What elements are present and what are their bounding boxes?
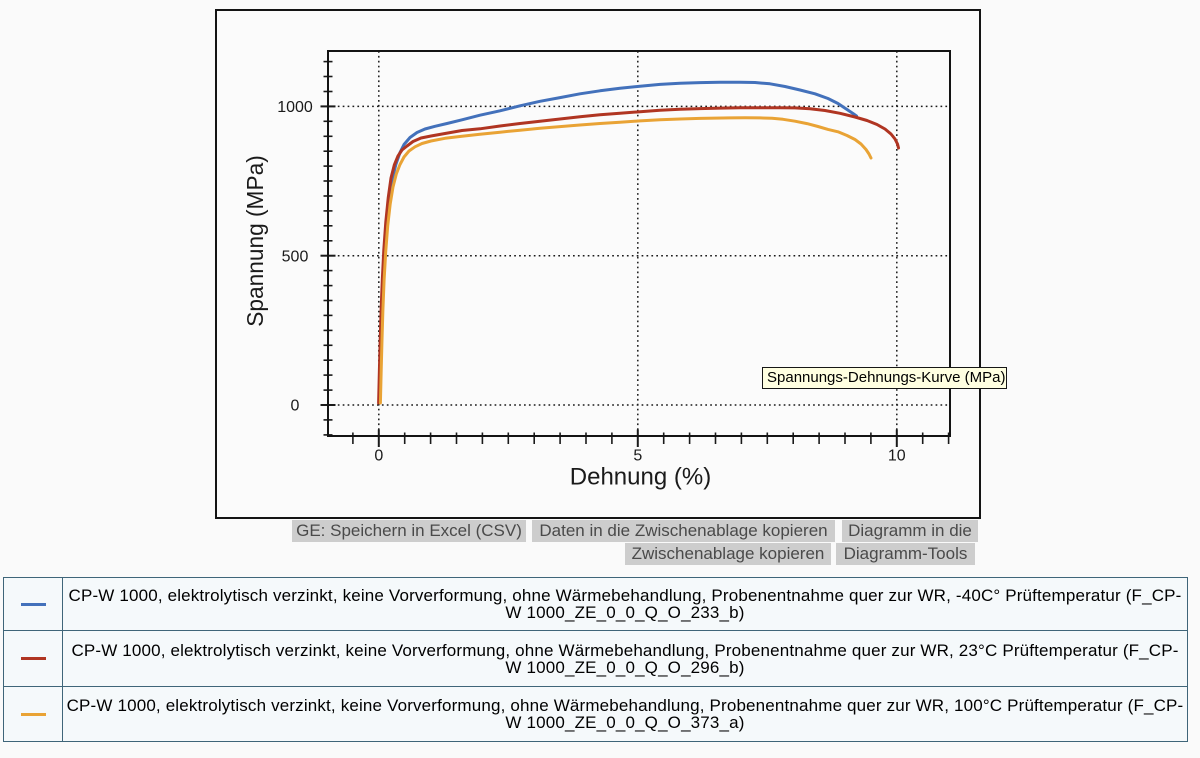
svg-text:500: 500: [282, 248, 309, 265]
svg-text:0: 0: [374, 448, 383, 465]
svg-text:1000: 1000: [277, 99, 313, 116]
svg-text:10: 10: [888, 448, 906, 465]
svg-text:0: 0: [291, 398, 300, 415]
svg-text:Spannung (MPa): Spannung (MPa): [242, 155, 268, 327]
svg-text:5: 5: [633, 448, 642, 465]
svg-text:Dehnung (%): Dehnung (%): [570, 464, 711, 491]
